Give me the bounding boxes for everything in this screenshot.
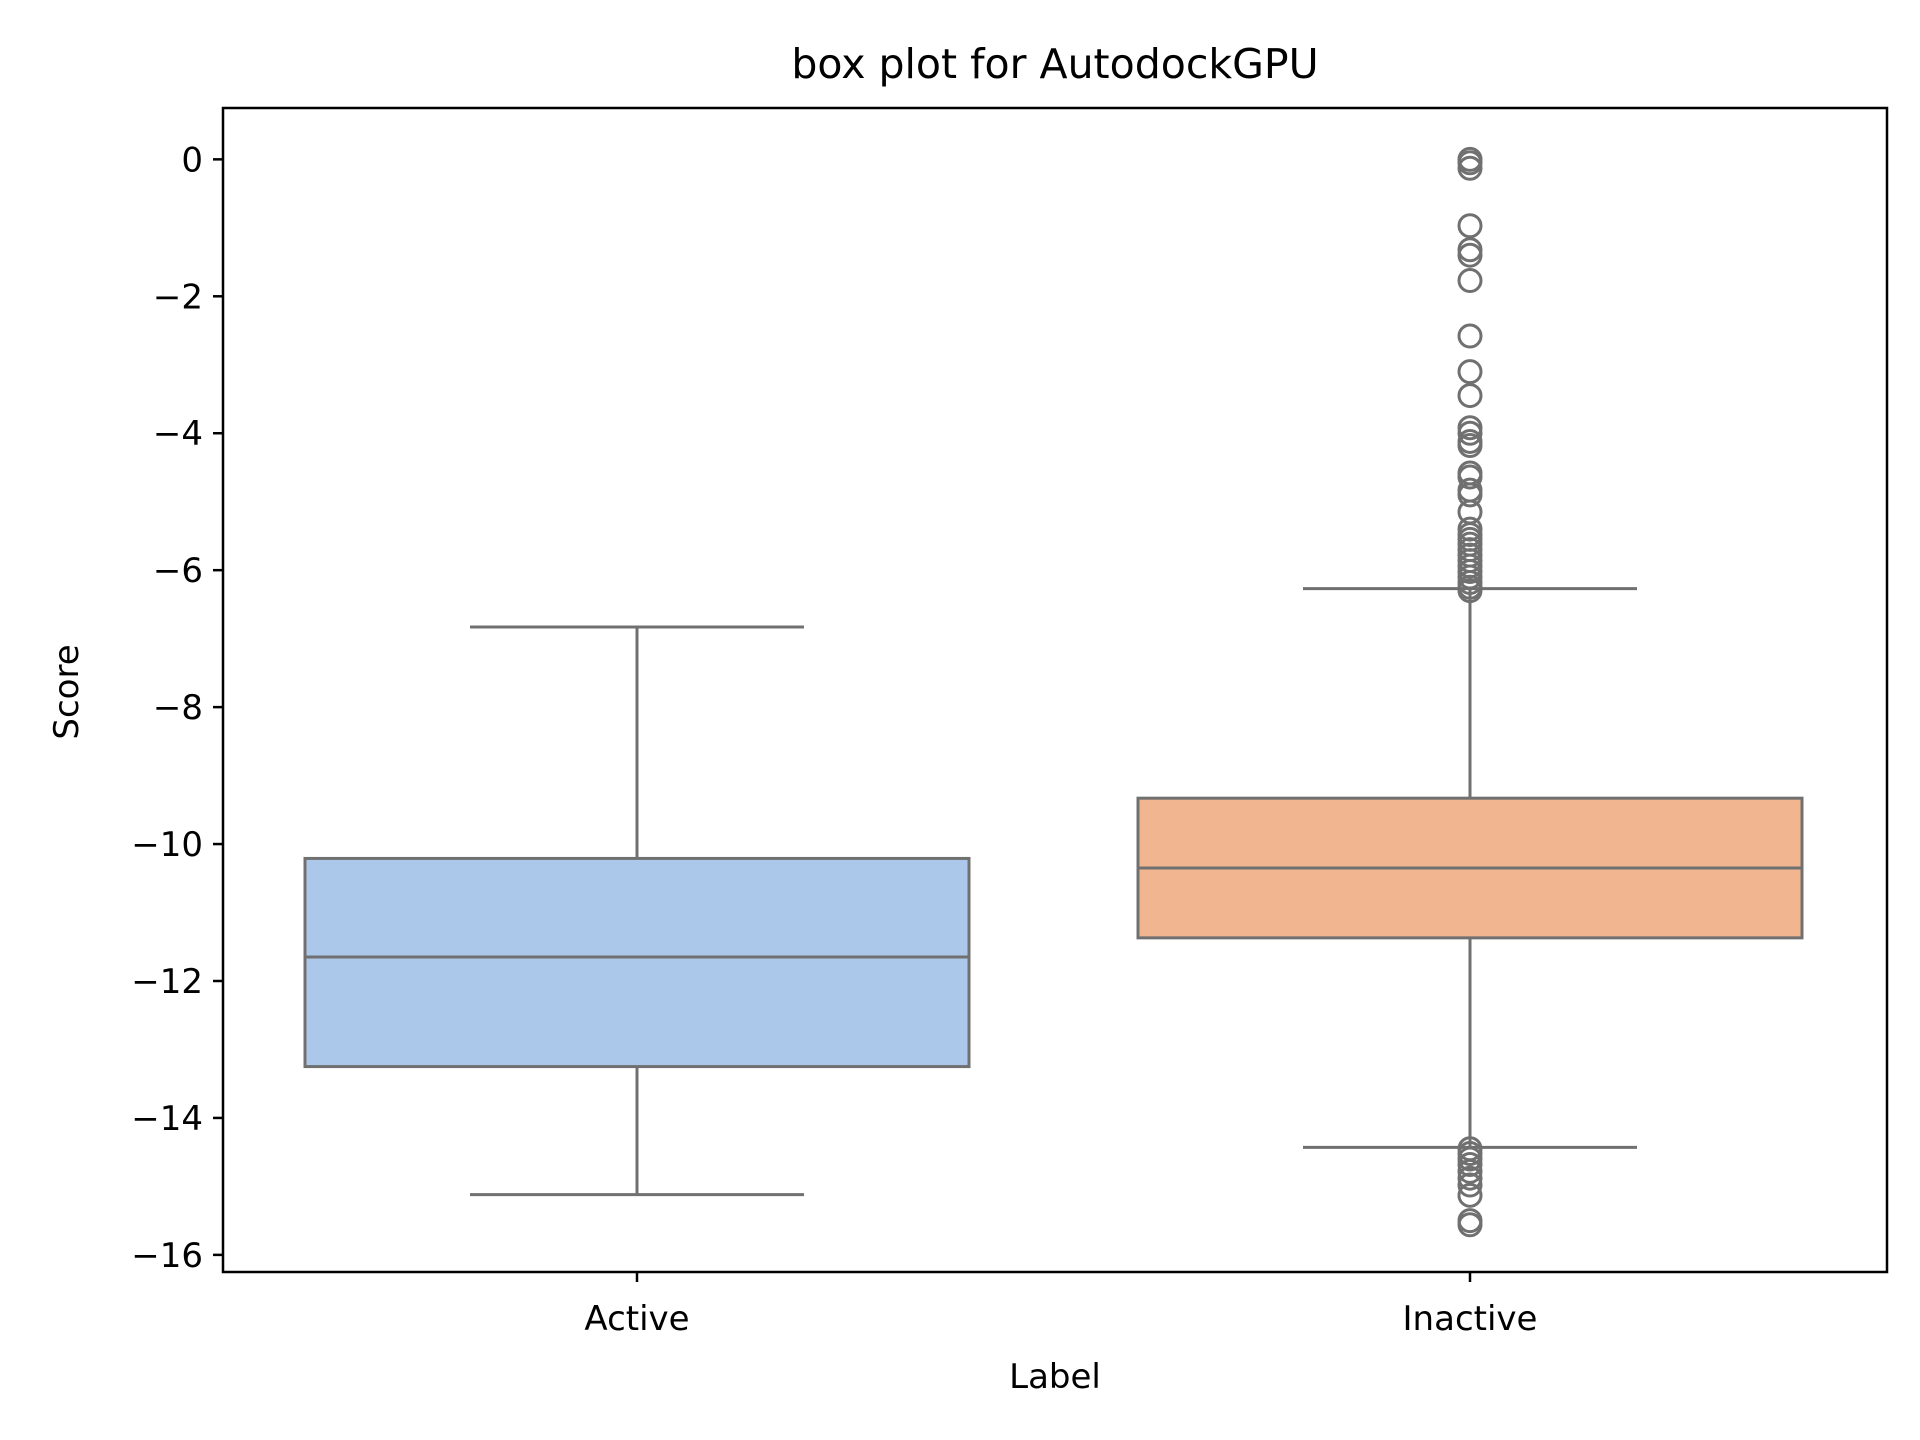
- outlier-point-inactive: [1457, 1158, 1483, 1184]
- x-axis: Active Inactive: [584, 1272, 1537, 1339]
- outlier-point-inactive: [1457, 268, 1483, 294]
- y-tick-label: −14: [131, 1099, 203, 1139]
- outlier-point-inactive: [1457, 464, 1483, 490]
- y-tick-label: −4: [153, 414, 203, 454]
- y-tick-label: −8: [153, 688, 203, 728]
- outlier-point-inactive: [1457, 433, 1483, 459]
- outlier-point-inactive: [1457, 155, 1483, 181]
- outlier-point-inactive: [1457, 213, 1483, 239]
- y-axis: 0 −2 −4 −6 −8 −10 −12 −14 −16: [131, 140, 223, 1276]
- outlier-point-inactive: [1457, 482, 1483, 508]
- chart-title: box plot for AutodockGPU: [791, 40, 1318, 88]
- outlier-point-inactive: [1457, 1165, 1483, 1191]
- outlier-point-inactive: [1457, 578, 1483, 604]
- x-tick-label-active: Active: [584, 1299, 689, 1339]
- iqr-box-active: [303, 856, 971, 1069]
- y-axis-label: Score: [47, 644, 87, 739]
- y-tick-label: 0: [181, 140, 203, 180]
- outlier-point-inactive: [1457, 242, 1483, 268]
- outlier-point-inactive: [1457, 323, 1483, 349]
- x-axis-label: Label: [1009, 1357, 1101, 1397]
- y-tick-label: −10: [131, 825, 203, 865]
- outlier-point-inactive: [1457, 383, 1483, 409]
- y-tick-label: −2: [153, 277, 203, 317]
- outlier-point-inactive: [1457, 359, 1483, 385]
- outlier-point-inactive: [1457, 1172, 1483, 1198]
- outlier-point-inactive: [1457, 1212, 1483, 1238]
- box-inactive: [1136, 146, 1804, 1238]
- box-active: [303, 625, 971, 1197]
- x-tick-label-inactive: Inactive: [1403, 1299, 1538, 1339]
- axes-frame: [221, 106, 1889, 1274]
- y-tick-label: −12: [131, 962, 203, 1002]
- outlier-point-inactive: [1457, 420, 1483, 446]
- y-tick-label: −16: [131, 1236, 203, 1276]
- y-tick-label: −6: [153, 551, 203, 591]
- plot-area: [303, 146, 1804, 1238]
- outlier-point-inactive: [1457, 1182, 1483, 1208]
